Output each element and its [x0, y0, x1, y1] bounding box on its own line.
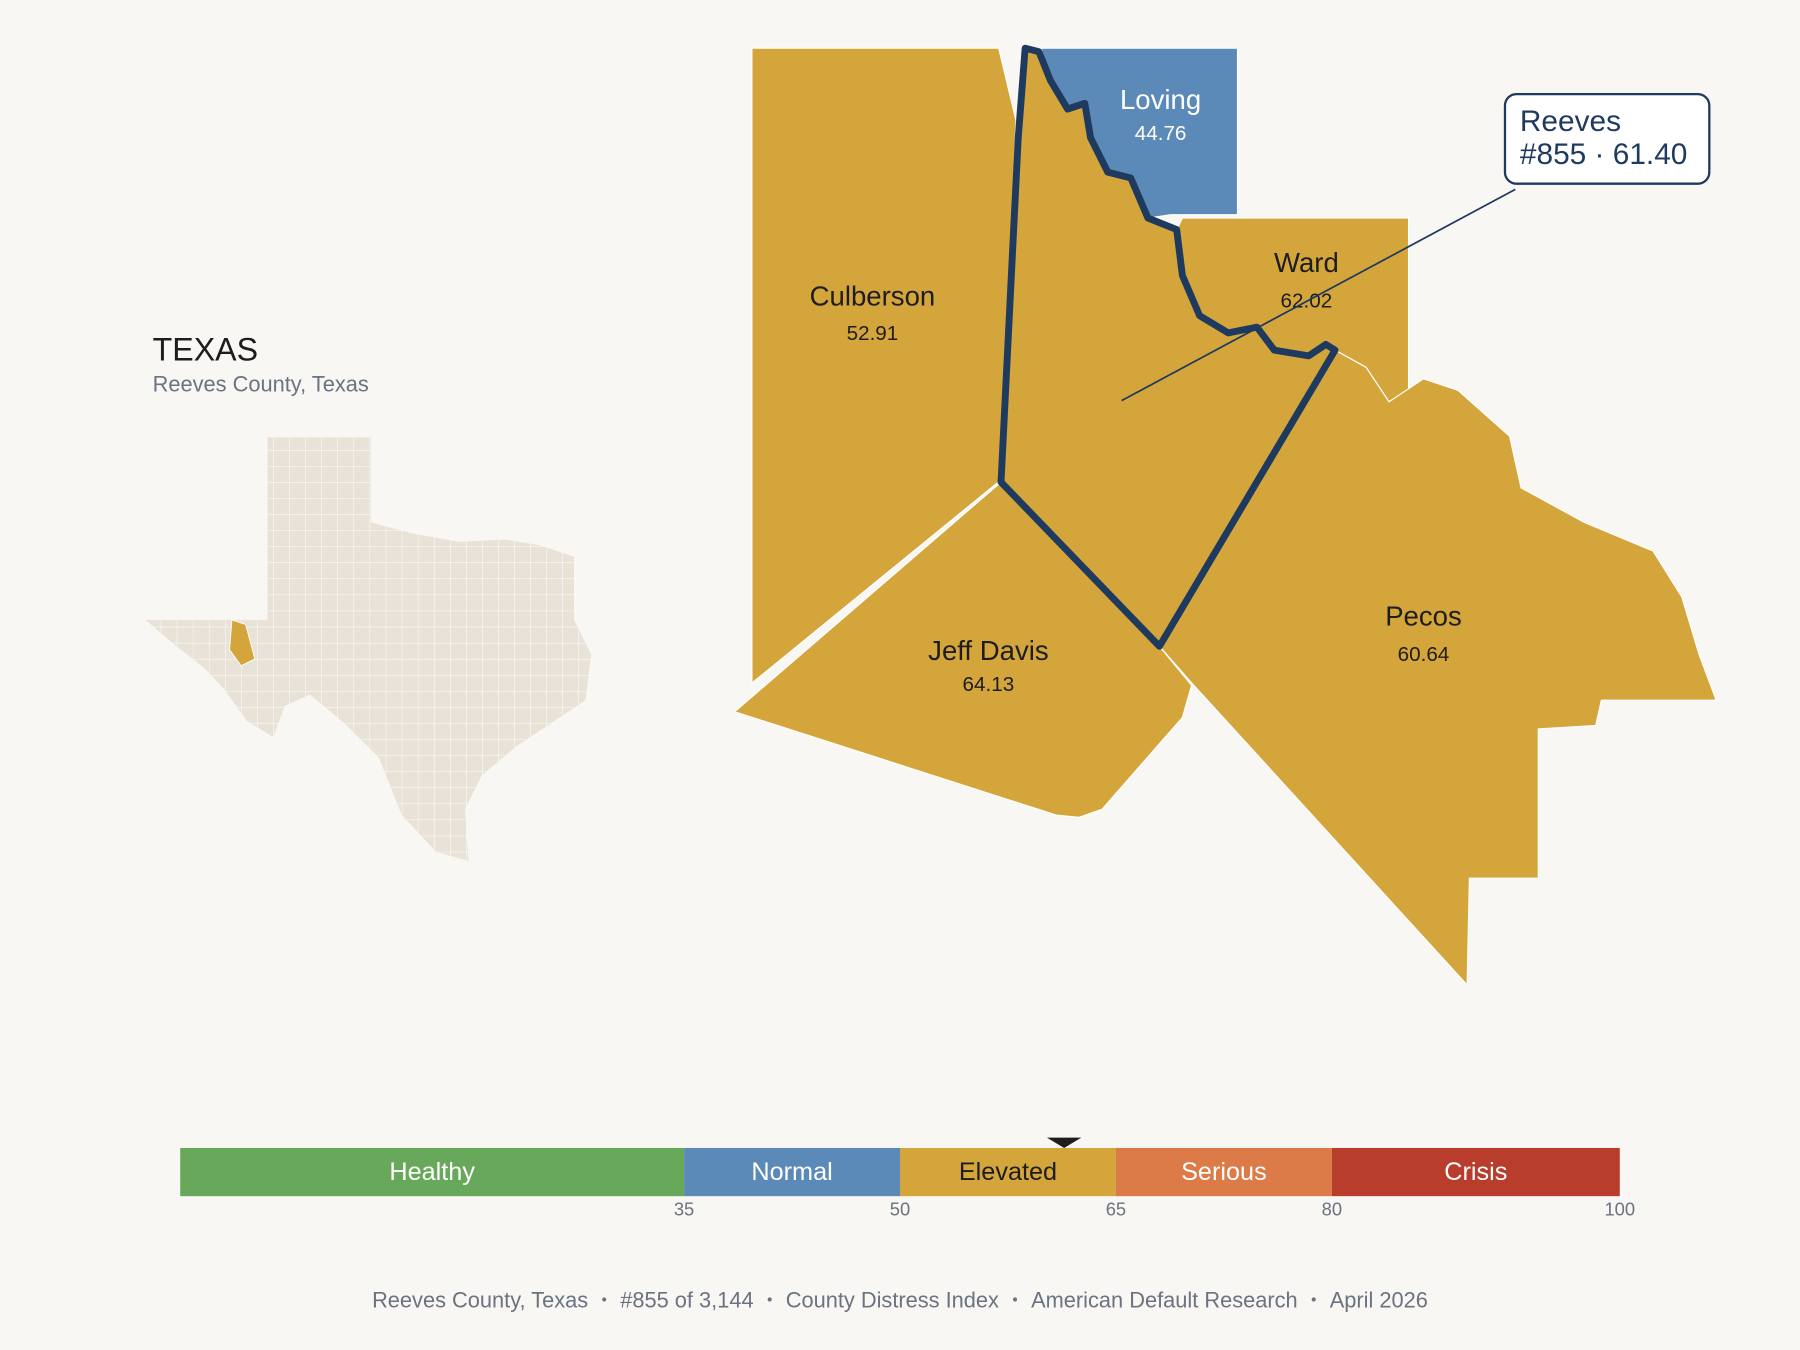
scale-band: [684, 1147, 900, 1197]
footer: Reeves County, Texas #855 of 3,144 County …: [372, 1288, 1428, 1313]
texas-inset: [145, 437, 592, 861]
county-name: Ward: [1274, 247, 1339, 278]
footer-separator: [767, 1297, 772, 1302]
band-label: Elevated: [959, 1158, 1057, 1186]
callout-detail: #855 · 61.40: [1520, 138, 1688, 171]
tick-label: 100: [1604, 1199, 1635, 1220]
subtitle: Reeves County, Texas: [153, 371, 369, 396]
tick-label: 80: [1322, 1199, 1342, 1220]
inset-highlight: [229, 619, 256, 667]
county-name: Loving: [1120, 84, 1201, 115]
county-shape: [1158, 349, 1718, 987]
callout-name: Reeves: [1520, 105, 1621, 138]
footer-item: April 2026: [1330, 1288, 1428, 1313]
tick-label: 65: [1106, 1199, 1126, 1220]
county-grid: [145, 437, 592, 861]
county-name: Jeff Davis: [928, 635, 1048, 666]
county-value: 64.13: [963, 673, 1015, 696]
scale-band: [900, 1147, 1116, 1197]
scale-marker: [1046, 1137, 1082, 1148]
county-name: Pecos: [1385, 601, 1462, 632]
county-value: 52.91: [847, 322, 899, 345]
footer-item: County Distress Index: [786, 1288, 999, 1313]
tick-label: 35: [674, 1199, 694, 1220]
scale-band: [180, 1147, 685, 1197]
county-value: 60.64: [1398, 643, 1450, 666]
scale-band: [1331, 1147, 1620, 1197]
band-label: Crisis: [1444, 1158, 1507, 1186]
county-name: Culberson: [810, 280, 936, 311]
band-label: Healthy: [389, 1158, 475, 1186]
county-value: 44.76: [1135, 122, 1187, 145]
footer-item: #855 of 3,144: [620, 1288, 753, 1313]
scale-bar: Healthy 35 Normal 50 Elevated 65 Serious 80 Cris…: [180, 1137, 1635, 1220]
title: TEXAS: [153, 331, 258, 367]
scale-band: [1115, 1147, 1332, 1197]
leader-line: [1121, 188, 1516, 402]
footer-item: Reeves County, Texas: [372, 1288, 588, 1313]
footer-separator: [1012, 1297, 1018, 1302]
callout-box: [1503, 92, 1711, 185]
footer-separator: [1311, 1297, 1316, 1302]
footer-item: American Default Research: [1031, 1288, 1298, 1313]
band-label: Serious: [1181, 1158, 1267, 1186]
county-map: Culberson 52.91 Loving 44.76 Ward 62.02 …: [733, 44, 1718, 987]
footer-separator: [602, 1297, 607, 1302]
selected-county: [997, 44, 1339, 650]
band-label: Normal: [751, 1158, 832, 1186]
tick-label: 50: [890, 1199, 910, 1220]
